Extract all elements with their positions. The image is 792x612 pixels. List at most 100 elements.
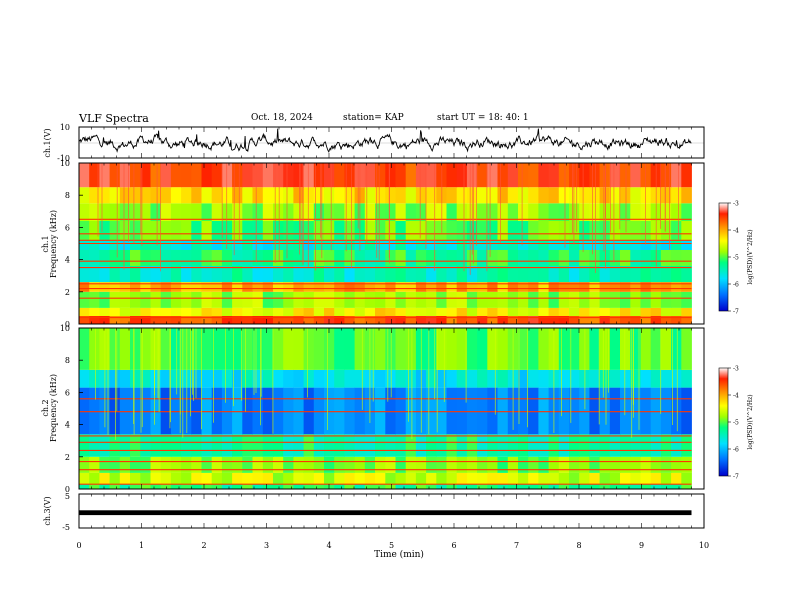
spectrogram-cell [609, 387, 621, 435]
spectrogram-cell [242, 369, 253, 388]
spectrogram-cell [518, 369, 529, 388]
spectrogram-cell [232, 315, 243, 324]
spectrogram-cell [364, 187, 376, 204]
spectrogram-cell [558, 434, 570, 457]
spectrogram-cell [293, 328, 304, 370]
spectrogram-cell [681, 307, 692, 316]
spectrogram-cell [334, 484, 345, 489]
spectrogram-cell [242, 282, 253, 292]
spectrogram-cell [426, 221, 437, 241]
spectrogram-cell [211, 434, 223, 457]
spectrogram-cell [385, 484, 396, 489]
ytick-label: 6 [65, 223, 70, 232]
spectrogram-cell [671, 221, 682, 241]
spectrogram-cell [528, 266, 539, 283]
spectrogram-cell [364, 249, 376, 266]
spectrogram-cell [313, 291, 325, 308]
spectrogram-cell [170, 221, 182, 241]
spectrogram-cell [211, 249, 223, 266]
spectrogram-cell [109, 434, 121, 457]
spectrogram-cell [405, 434, 417, 457]
spectrogram-cell [130, 434, 141, 457]
spectrogram-cell [273, 187, 284, 204]
spectrogram-cell [119, 266, 131, 283]
spectrogram-cell [395, 484, 407, 489]
spectrogram-cell [242, 291, 253, 308]
spectrogram-cell [191, 163, 202, 188]
spectrogram-cell [109, 456, 121, 473]
spectrogram-cell [221, 369, 233, 388]
spectrogram-cell [130, 221, 141, 241]
spectrogram-cell [364, 456, 376, 473]
spectrogram-cell [303, 472, 315, 485]
spectrogram-cell [89, 249, 100, 266]
spectrogram-cell [630, 472, 641, 485]
ytick-label: 0 [65, 320, 70, 329]
spectrogram-cell [609, 240, 621, 250]
spectrogram-cell [456, 249, 468, 266]
spectrogram-cell [252, 266, 264, 283]
spectrogram-cell [364, 163, 376, 188]
colorbar-tick-label: -5 [733, 420, 739, 427]
spectrogram-cell [344, 315, 355, 324]
spectrogram-cell [477, 315, 488, 324]
spectrogram-cell [313, 387, 325, 435]
spectrogram-cell [671, 291, 682, 308]
spectrogram-cell [579, 456, 590, 473]
spectrogram-cell [650, 456, 662, 473]
spectrogram-cell [191, 240, 202, 250]
spectrogram-cell [211, 369, 223, 388]
spectrogram-cell [579, 291, 590, 308]
ch1-ytick-top: 10 [60, 123, 70, 132]
spectrogram-cell [528, 369, 539, 388]
spectrogram-cell [609, 484, 621, 489]
spectrogram-cell [364, 221, 376, 241]
spectrogram-cell [89, 163, 100, 188]
spectrogram-cell [538, 456, 549, 473]
spectrogram-cell [640, 387, 652, 435]
spectrogram-cell [518, 163, 529, 188]
spectrogram-cell [170, 249, 182, 266]
spectrogram-cell [303, 282, 315, 292]
spectrogram-cell [211, 484, 223, 489]
spectrogram-cell [283, 434, 294, 457]
spectrogram-cell [620, 163, 631, 188]
spectrogram-cell [283, 472, 294, 485]
spectrogram-cell [242, 163, 253, 188]
spectrogram-cell [558, 240, 570, 250]
spectrogram-cell [395, 387, 407, 435]
spectrogram-cell [681, 434, 692, 457]
spectrogram-cell [303, 315, 315, 324]
spectrogram-cell [283, 249, 294, 266]
spectrogram-cell [609, 369, 621, 388]
spectrogram-cell [109, 282, 121, 292]
spectrogram-cell [354, 434, 366, 457]
spectrogram-cell [191, 249, 202, 266]
spectrogram-cell [303, 221, 315, 241]
spectrogram-cell [630, 266, 641, 283]
spectrogram-cell [242, 315, 253, 324]
spectrogram-cell [99, 203, 110, 221]
spectrogram-cell [150, 472, 162, 485]
spectrogram-cell [273, 282, 284, 292]
spectrogram-cell [119, 484, 131, 489]
spectrogram-cell [558, 266, 570, 283]
spectrogram-cell [334, 282, 345, 292]
spectrogram-cell [558, 472, 570, 485]
spectrogram-cell [630, 369, 641, 388]
ch1-spectrogram-bursts [97, 163, 679, 275]
spectrogram-cell [354, 315, 366, 324]
spectrogram-cell [681, 472, 692, 485]
spectrogram-cell [589, 249, 600, 266]
ytick-label: 6 [65, 388, 70, 397]
spectrogram-cell [518, 203, 529, 221]
spectrogram-cell [650, 291, 662, 308]
spectrogram-cell [466, 484, 478, 489]
spectrogram-cell [558, 249, 570, 266]
spectrogram-cell [334, 472, 345, 485]
spectrogram-cell [262, 221, 274, 241]
spectrogram-cell [130, 315, 141, 324]
spectrogram-cell [589, 307, 600, 316]
spectrogram-cell [497, 387, 509, 435]
spectrogram-cell [364, 484, 376, 489]
